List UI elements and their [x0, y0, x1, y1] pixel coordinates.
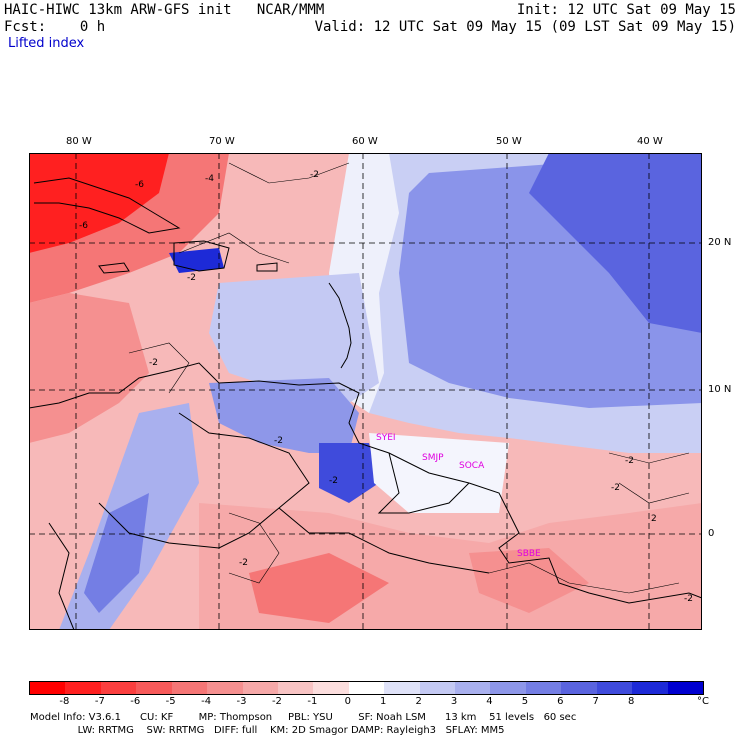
- colorbar-cell: [667, 682, 704, 694]
- colorbar-tick-label: 3: [450, 696, 458, 707]
- field-name: Lifted index: [8, 36, 85, 51]
- contour-label: -2: [625, 456, 634, 466]
- colorbar-tick-label: -8: [59, 696, 70, 707]
- plot-title: HAIC-HIWC 13km ARW-GFS init NCAR/MMM: [4, 2, 325, 18]
- colorbar-tick-label: 2: [415, 696, 422, 707]
- model-info-line-2: LW: RRTMG SW: RRTMG DIFF: full KM: 2D Sm…: [30, 725, 505, 736]
- colorbar-cell: [632, 682, 669, 694]
- lon-label-60w: 60 W: [352, 136, 378, 147]
- contour-line-3: [128, 342, 190, 394]
- colorbar-cell: [136, 682, 173, 694]
- lat-label-10n: 10 N: [708, 384, 732, 395]
- colorbar-cell: [65, 682, 102, 694]
- field-positive-andes-mid: [84, 493, 149, 613]
- coast-cuba: [33, 177, 181, 234]
- colorbar-cell: [242, 682, 279, 694]
- colorbar-cell: [455, 682, 491, 694]
- colorbar-tick-label: -6: [130, 696, 141, 707]
- contour-label: -6: [79, 221, 88, 231]
- contour-label: -4: [205, 174, 214, 184]
- graticule: [29, 153, 702, 630]
- field-negative-nw-strong: [29, 153, 169, 253]
- colorbar-cell: [525, 682, 562, 694]
- valid-time: Valid: 12 UTC Sat 09 May 15 (09 LST Sat …: [314, 19, 736, 35]
- forecast-hour: Fcst: 0 h: [4, 19, 106, 35]
- map-frame: [29, 153, 702, 630]
- colorbar-tick-label: 4: [486, 696, 493, 707]
- colorbar-tick-label: -2: [271, 696, 282, 707]
- contour-label: -2: [149, 358, 158, 368]
- field-positive-venezuela: [319, 443, 379, 503]
- colorbar: [29, 681, 704, 695]
- colorbar-cell: [100, 682, 137, 694]
- colorbar-cell: [313, 682, 350, 694]
- coast-hispaniola: [173, 240, 230, 272]
- field-neutral-guianas: [369, 433, 509, 513]
- colorbar-tick-label: 0: [344, 696, 351, 707]
- colorbar-cell: [30, 682, 66, 694]
- station-label: SMJP: [422, 453, 444, 463]
- contour-label: -2: [310, 170, 319, 180]
- contour-label: -2: [329, 476, 338, 486]
- contour-label: -2: [611, 483, 620, 493]
- field-negative-amazon-mid-2: [469, 548, 589, 613]
- colorbar-tick-label: -4: [201, 696, 212, 707]
- coast-south-america: [29, 362, 702, 604]
- lon-label-50w: 50 W: [496, 136, 522, 147]
- colorbar-cell: [171, 682, 208, 694]
- contour-line-7: [488, 562, 680, 594]
- colorbar-cell: [348, 682, 385, 694]
- lon-label-40w: 40 W: [637, 136, 663, 147]
- colorbar-unit: °C: [697, 696, 709, 707]
- coast-jamaica: [98, 262, 130, 274]
- colorbar-cell: [277, 682, 314, 694]
- station-label: SYEI: [376, 433, 396, 443]
- colorbar-tick-label: -1: [307, 696, 318, 707]
- coast-border-2: [377, 452, 470, 514]
- field-positive-caribbean: [209, 273, 379, 403]
- colorbar-tick-label: -3: [236, 696, 247, 707]
- coast-border-3: [48, 522, 75, 630]
- lon-label-70w: 70 W: [209, 136, 235, 147]
- contour-label: -6: [135, 180, 144, 190]
- field-positive-caribbean-mid: [209, 378, 359, 453]
- coast-puerto-rico: [256, 262, 278, 272]
- contour-label: 2: [651, 514, 657, 524]
- colorbar-tick-label: 7: [592, 696, 599, 707]
- coastlines: [29, 177, 702, 630]
- colorbar-cell: [490, 682, 527, 694]
- model-info-line-1: Model Info: V3.6.1 CU: KF MP: Thompson P…: [30, 712, 577, 723]
- colorbar-tick-label: 1: [380, 696, 387, 707]
- station-label: SOCA: [459, 461, 485, 471]
- lat-label-0: 0: [708, 528, 715, 539]
- lifted-index-map: -6 -4 -2 -6 -2 -2 -2 -2 -2 -2 -2 -2 2 SY…: [29, 153, 702, 630]
- field-positive-atlantic-strong: [529, 153, 702, 333]
- contour-label: -2: [187, 273, 196, 283]
- colorbar-tick-label: 6: [557, 696, 564, 707]
- colorbar-tick-label: -7: [94, 696, 105, 707]
- lon-label-80w: 80 W: [66, 136, 92, 147]
- coast-antilles: [328, 282, 352, 369]
- colorbar-cell: [561, 682, 598, 694]
- contour-label: -2: [274, 436, 283, 446]
- colorbar-tick-label: 5: [521, 696, 529, 707]
- init-time: Init: 12 UTC Sat 09 May 15: [516, 2, 736, 18]
- contours: [128, 162, 690, 594]
- station-label: SBBE: [517, 549, 541, 559]
- colorbar-cell: [596, 682, 633, 694]
- colorbar-cell: [384, 682, 421, 694]
- colorbar-tick-label: -5: [165, 696, 176, 707]
- field-negative-west: [29, 293, 149, 443]
- field-negative-amazon-mid: [249, 553, 389, 623]
- lat-label-20n: 20 N: [708, 237, 732, 248]
- contour-line-1: [228, 162, 350, 184]
- colorbar-cell: [419, 682, 456, 694]
- colorbar-tick-label: 8: [627, 696, 635, 707]
- coast-border-4: [278, 507, 490, 574]
- contour-label: -2: [239, 558, 248, 568]
- colorbar-cell: [207, 682, 243, 694]
- contour-line-6: [228, 512, 280, 584]
- contour-label: -2: [684, 594, 693, 604]
